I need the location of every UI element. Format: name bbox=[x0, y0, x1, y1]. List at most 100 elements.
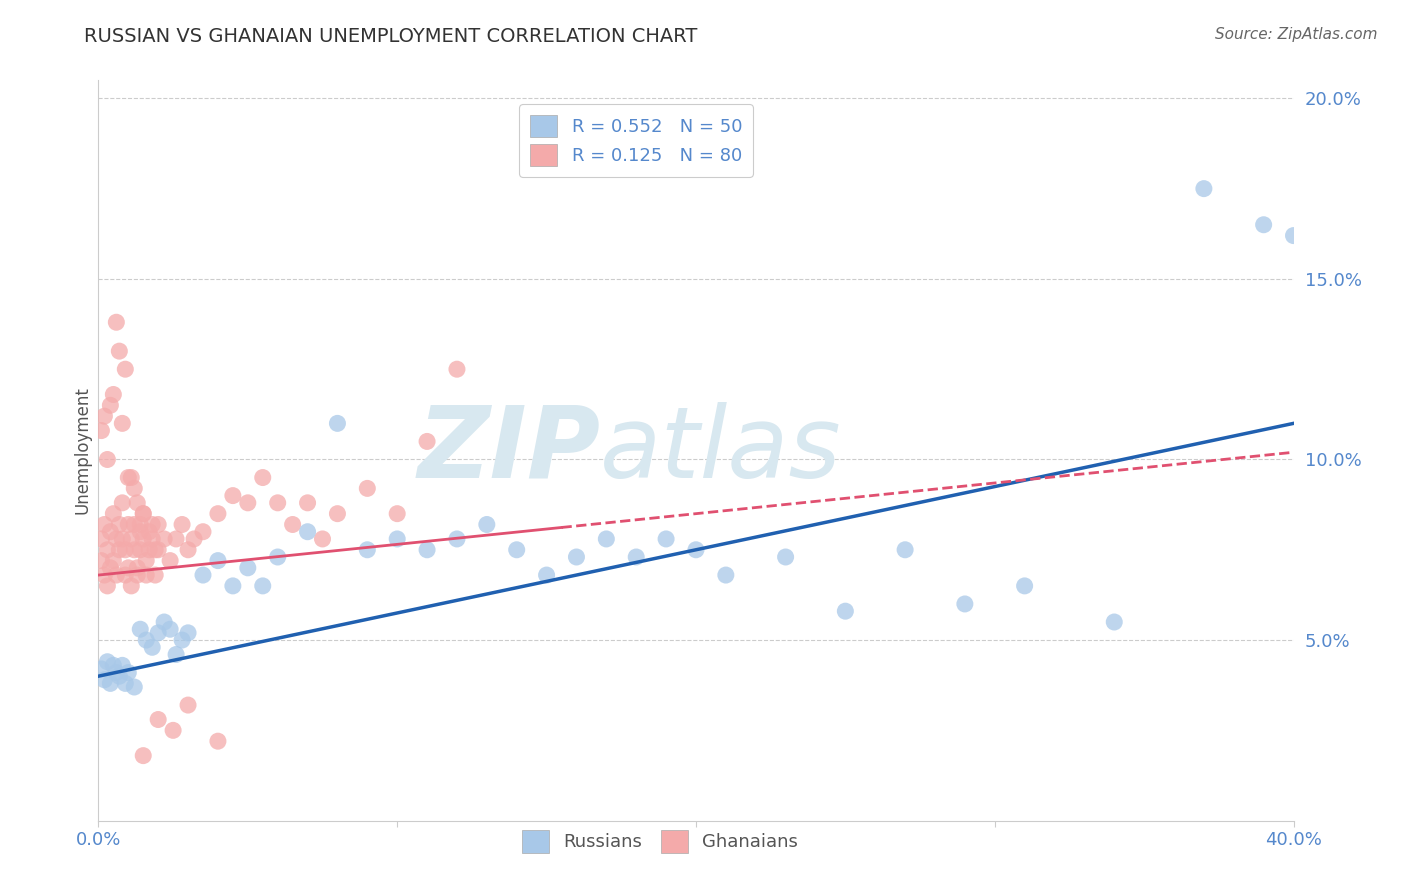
Point bbox=[953, 597, 976, 611]
Point bbox=[252, 579, 274, 593]
Point bbox=[98, 398, 122, 412]
Point bbox=[129, 622, 152, 636]
Point bbox=[103, 387, 125, 401]
Point bbox=[311, 532, 333, 546]
Point bbox=[127, 496, 149, 510]
Point bbox=[90, 553, 112, 567]
Point bbox=[114, 362, 136, 376]
Point bbox=[98, 524, 122, 539]
Point bbox=[191, 568, 214, 582]
Point bbox=[281, 517, 304, 532]
Point bbox=[143, 568, 166, 582]
Point bbox=[1282, 228, 1305, 243]
Point bbox=[103, 553, 125, 567]
Point bbox=[129, 517, 152, 532]
Point bbox=[297, 496, 319, 510]
Point bbox=[135, 568, 157, 582]
Point bbox=[297, 524, 319, 539]
Point bbox=[685, 542, 707, 557]
Point bbox=[90, 424, 112, 438]
Point bbox=[655, 532, 678, 546]
Point bbox=[105, 665, 128, 680]
Point bbox=[385, 532, 409, 546]
Point bbox=[98, 676, 122, 690]
Point bbox=[326, 417, 349, 431]
Point bbox=[1014, 579, 1036, 593]
Point bbox=[222, 489, 245, 503]
Point bbox=[595, 532, 617, 546]
Point bbox=[108, 517, 131, 532]
Point bbox=[117, 561, 139, 575]
Point bbox=[446, 362, 468, 376]
Point bbox=[120, 532, 142, 546]
Point bbox=[111, 658, 134, 673]
Point bbox=[159, 553, 181, 567]
Point bbox=[93, 409, 115, 424]
Point bbox=[148, 625, 170, 640]
Point bbox=[141, 517, 163, 532]
Point bbox=[111, 496, 134, 510]
Point bbox=[114, 568, 136, 582]
Point bbox=[141, 640, 163, 655]
Point bbox=[326, 507, 349, 521]
Point bbox=[385, 507, 409, 521]
Point bbox=[236, 561, 259, 575]
Point bbox=[93, 568, 115, 582]
Point bbox=[98, 561, 122, 575]
Point bbox=[105, 568, 128, 582]
Point bbox=[105, 532, 128, 546]
Point bbox=[127, 568, 149, 582]
Point bbox=[446, 532, 468, 546]
Point bbox=[536, 568, 558, 582]
Point bbox=[252, 470, 274, 484]
Point bbox=[1192, 181, 1215, 195]
Legend: Russians, Ghanaians: Russians, Ghanaians bbox=[515, 823, 806, 860]
Point bbox=[207, 553, 229, 567]
Point bbox=[138, 524, 160, 539]
Point bbox=[120, 470, 142, 484]
Point bbox=[172, 517, 194, 532]
Point bbox=[416, 542, 439, 557]
Point bbox=[129, 542, 152, 557]
Point bbox=[111, 532, 134, 546]
Point bbox=[96, 655, 118, 669]
Point bbox=[114, 542, 136, 557]
Point bbox=[90, 532, 112, 546]
Point bbox=[159, 622, 181, 636]
Point bbox=[96, 542, 118, 557]
Point bbox=[132, 507, 155, 521]
Point bbox=[124, 517, 146, 532]
Point bbox=[356, 542, 378, 557]
Point bbox=[775, 549, 797, 564]
Point bbox=[714, 568, 737, 582]
Point bbox=[475, 517, 498, 532]
Point bbox=[834, 604, 856, 618]
Point bbox=[114, 676, 136, 690]
Point bbox=[267, 496, 290, 510]
Point bbox=[222, 579, 245, 593]
Point bbox=[165, 648, 187, 662]
Point bbox=[1104, 615, 1126, 629]
Point bbox=[132, 748, 155, 763]
Point bbox=[416, 434, 439, 449]
Point bbox=[172, 633, 194, 648]
Point bbox=[141, 532, 163, 546]
Point bbox=[207, 734, 229, 748]
Point bbox=[148, 517, 170, 532]
Text: ZIP: ZIP bbox=[418, 402, 600, 499]
Point bbox=[93, 517, 115, 532]
Point bbox=[117, 470, 139, 484]
Point bbox=[124, 680, 146, 694]
Point bbox=[117, 517, 139, 532]
Point bbox=[267, 549, 290, 564]
Point bbox=[135, 633, 157, 648]
Point bbox=[127, 561, 149, 575]
Point bbox=[124, 542, 146, 557]
Point bbox=[626, 549, 648, 564]
Point bbox=[177, 625, 200, 640]
Point bbox=[565, 549, 588, 564]
Point bbox=[177, 542, 200, 557]
Point bbox=[356, 482, 378, 496]
Point bbox=[165, 532, 187, 546]
Point bbox=[108, 344, 131, 359]
